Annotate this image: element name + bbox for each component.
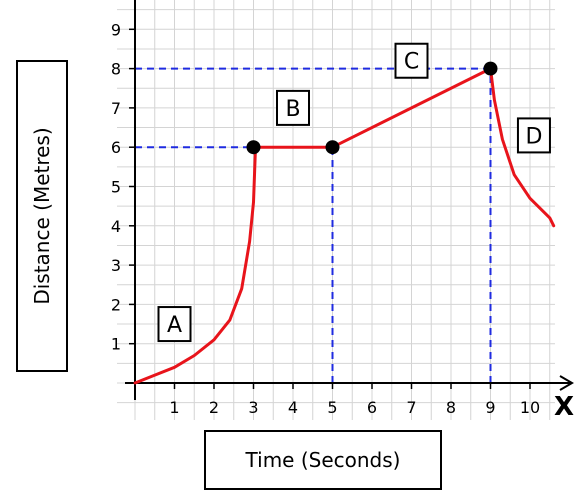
- distance-line: [133, 67, 556, 385]
- x-tick-label: 8: [446, 398, 456, 417]
- tick-labels: 1 2 3 4 5 6 7 8 9 10 1 2 3 4 5 6 7 8 9: [111, 20, 540, 417]
- annotation-label: D: [525, 124, 542, 149]
- x-tick-label: 1: [169, 398, 179, 417]
- annotation-box: [516, 117, 551, 154]
- data-point-marker: [325, 140, 340, 155]
- annotation-c: C: [394, 42, 429, 79]
- y-axis-label: Distance (Metres): [30, 127, 54, 305]
- annotation-b: B: [276, 89, 310, 126]
- grid: [117, 0, 555, 420]
- markers: [246, 61, 498, 155]
- y-tick-label: 1: [111, 335, 121, 354]
- annotation-box: [276, 89, 310, 126]
- x-tick-label: 10: [520, 398, 540, 417]
- x-tick-label: 7: [406, 398, 416, 417]
- y-tick-label: 8: [111, 60, 121, 79]
- series: [133, 67, 556, 385]
- annotation-label: A: [167, 313, 182, 338]
- x-tick-label: 9: [485, 398, 495, 417]
- x-axis-arrow-icon: [559, 375, 574, 391]
- reference-lines: [135, 67, 492, 383]
- axes: [125, 0, 574, 400]
- annotation-label: C: [404, 50, 419, 75]
- x-axis-label-box: Time (Seconds): [204, 430, 442, 490]
- annotation-label: B: [285, 97, 300, 122]
- y-axis-label-box: Distance (Metres): [16, 60, 68, 372]
- x-tick-label: 2: [209, 398, 219, 417]
- annotation-a: A: [157, 306, 192, 343]
- x-axis-label: Time (Seconds): [245, 448, 401, 472]
- x-tick-label: 3: [248, 398, 258, 417]
- annotation-box: [394, 42, 429, 79]
- y-tick-label: 2: [111, 295, 121, 314]
- y-tick-label: 9: [111, 20, 121, 39]
- annotations: A B C D: [157, 42, 551, 343]
- y-tick-label: 7: [111, 99, 121, 118]
- y-tick-label: 4: [111, 217, 121, 236]
- annotation-d: D: [516, 117, 551, 154]
- x-tick-label: 4: [288, 398, 298, 417]
- x-tick-label: 5: [327, 398, 337, 417]
- annotation-box: [157, 306, 192, 343]
- x-axis-letter: X: [554, 392, 575, 422]
- x-tick-label: 6: [367, 398, 377, 417]
- data-point-marker: [483, 61, 498, 76]
- data-point-marker: [246, 140, 261, 155]
- y-tick-label: 6: [111, 138, 121, 157]
- y-tick-label: 5: [111, 178, 121, 197]
- y-tick-label: 3: [111, 256, 121, 275]
